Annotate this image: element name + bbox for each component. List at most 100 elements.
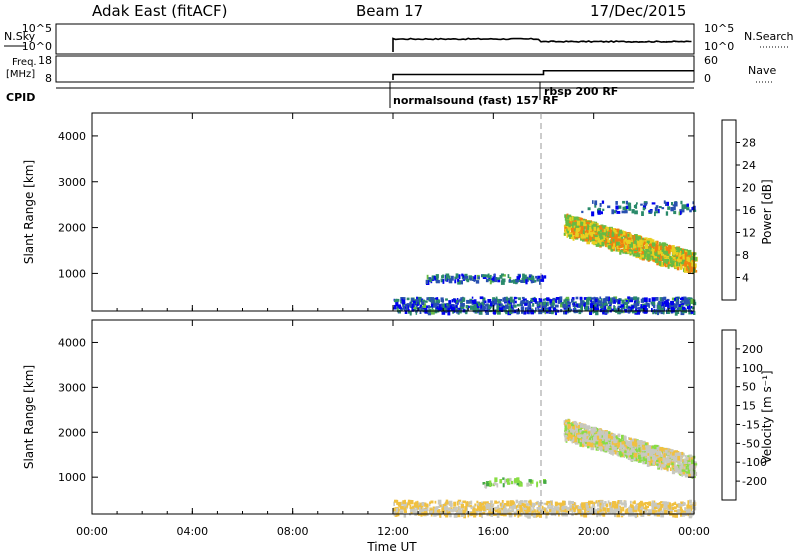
heatmap-cell xyxy=(471,296,474,299)
heatmap-cell xyxy=(679,248,682,251)
heatmap-cell xyxy=(644,244,649,249)
heatmap-cell xyxy=(494,500,497,504)
heatmap-cell xyxy=(575,296,579,300)
heatmap-cell xyxy=(663,258,665,263)
heatmap-cell xyxy=(639,500,643,504)
heatmap-cell xyxy=(678,459,683,463)
heatmap-cell xyxy=(596,227,600,230)
heatmap-cell xyxy=(503,508,507,511)
heatmap-cell xyxy=(539,480,542,484)
heatmap-cell xyxy=(436,297,439,300)
heatmap-cell xyxy=(595,433,599,437)
heatmap-cell xyxy=(553,307,556,312)
heatmap-cell xyxy=(569,214,572,218)
heatmap-cell xyxy=(651,445,655,449)
power-ylabel: Slant Range [km] xyxy=(22,160,36,264)
heatmap-cell xyxy=(439,511,442,516)
heatmap-cell xyxy=(533,299,537,303)
heatmap-cell xyxy=(600,439,603,442)
heatmap-cell xyxy=(516,482,520,486)
heatmap-cell xyxy=(450,275,454,281)
heatmap-cell xyxy=(678,211,681,216)
heatmap-cell xyxy=(620,304,624,308)
heatmap-cell xyxy=(615,232,618,236)
heatmap-cell xyxy=(618,233,623,238)
heatmap-cell xyxy=(658,206,662,209)
heatmap-cell xyxy=(406,308,408,311)
heatmap-cell xyxy=(603,225,607,228)
heatmap-cell xyxy=(418,296,422,301)
heatmap-cell xyxy=(635,308,638,311)
heatmap-cell xyxy=(536,482,538,488)
heatmap-cell xyxy=(624,301,628,305)
heatmap-cell xyxy=(679,252,682,257)
heatmap-cell xyxy=(693,465,696,471)
heatmap-cell xyxy=(569,217,572,222)
heatmap-cell xyxy=(415,304,418,309)
heatmap-cell xyxy=(553,508,555,512)
heatmap-cell xyxy=(679,297,684,300)
heatmap-cell xyxy=(629,500,632,504)
heatmap-cell xyxy=(431,275,436,280)
heatmap-cell xyxy=(629,441,633,445)
heatmap-cell xyxy=(606,235,610,239)
heatmap-cell xyxy=(492,276,495,281)
heatmap-cell xyxy=(671,308,675,313)
heatmap-cell xyxy=(690,474,694,479)
heatmap-cell xyxy=(517,279,522,282)
heatmap-cell xyxy=(600,442,603,447)
heatmap-cell xyxy=(619,305,622,308)
heatmap-cell xyxy=(571,513,574,517)
heatmap-cell xyxy=(444,509,447,514)
heatmap-cell xyxy=(628,437,630,440)
heatmap-cell xyxy=(575,225,580,230)
heatmap-cell xyxy=(662,507,667,512)
colorbar-tick-label: -15 xyxy=(742,418,760,431)
heatmap-cell xyxy=(484,274,488,277)
heatmap-cell xyxy=(436,305,440,310)
heatmap-cell xyxy=(584,426,587,430)
nsearch-series xyxy=(543,40,692,43)
heatmap-cell xyxy=(527,305,532,310)
heatmap-cell xyxy=(525,279,528,285)
heatmap-cell xyxy=(669,256,672,259)
heatmap-cell xyxy=(654,444,659,447)
heatmap-cell xyxy=(644,237,648,241)
heatmap-cell xyxy=(646,461,650,467)
heatmap-cell xyxy=(626,453,629,457)
heatmap-cell xyxy=(526,482,530,487)
heatmap-cell xyxy=(638,447,641,452)
heatmap-cell xyxy=(594,237,599,240)
heatmap-cell xyxy=(516,303,520,307)
heatmap-cell xyxy=(646,240,650,244)
heatmap-cell xyxy=(668,504,672,510)
heatmap-cell xyxy=(648,445,651,449)
heatmap-cell xyxy=(575,430,578,434)
heatmap-cell xyxy=(520,306,525,312)
heatmap-cell xyxy=(570,423,574,427)
heatmap-cell xyxy=(660,460,663,465)
heatmap-cell xyxy=(643,202,648,206)
heatmap-cell xyxy=(629,299,634,303)
heatmap-cell xyxy=(598,510,603,514)
colorbar-tick-label: -100 xyxy=(742,456,767,469)
heatmap-cell xyxy=(664,300,667,304)
heatmap-cell xyxy=(564,425,567,428)
heatmap-cell xyxy=(662,262,664,266)
heatmap-cell xyxy=(498,500,500,503)
heatmap-cell xyxy=(636,309,641,315)
heatmap-cell xyxy=(523,310,527,315)
heatmap-cell xyxy=(671,452,675,456)
heatmap-cell xyxy=(605,442,608,445)
heatmap-cell xyxy=(602,437,604,441)
heatmap-cell xyxy=(673,502,677,506)
heatmap-cell xyxy=(621,299,625,304)
heatmap-cell xyxy=(580,307,583,311)
heatmap-cell xyxy=(673,458,677,463)
heatmap-cell xyxy=(582,230,585,234)
heatmap-cell xyxy=(651,502,655,507)
heatmap-cell xyxy=(645,248,649,253)
heatmap-cell xyxy=(635,505,638,508)
heatmap-cell xyxy=(583,439,588,442)
heatmap-cell xyxy=(601,225,605,229)
